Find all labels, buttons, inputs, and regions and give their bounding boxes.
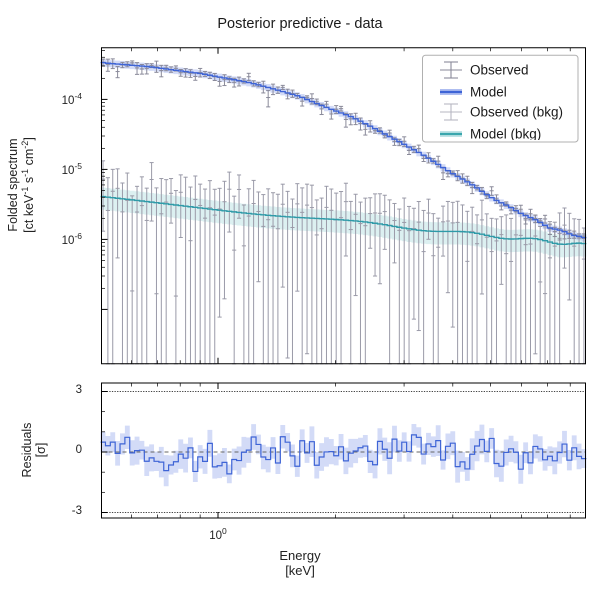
svg-text:Model: Model [470,85,507,100]
svg-text:Observed: Observed [470,63,529,78]
svg-text:Model (bkg): Model (bkg) [470,127,541,141]
svg-text:Observed (bkg): Observed (bkg) [470,105,563,120]
